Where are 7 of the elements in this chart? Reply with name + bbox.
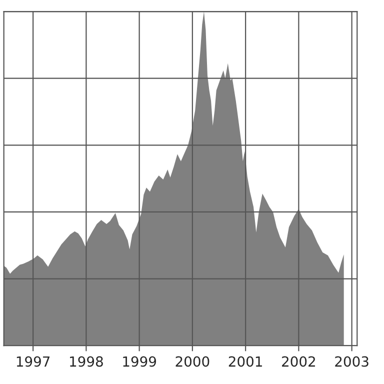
x-tick-label: 2000: [176, 356, 210, 367]
x-tick-label: 1997: [16, 356, 50, 367]
x-tick-label: 2002: [282, 356, 315, 367]
x-tick-label: 1998: [70, 356, 103, 367]
x-tick-label: 1999: [123, 356, 156, 367]
x-tick-label: 2003: [335, 356, 368, 367]
x-tick-label: 2001: [228, 356, 262, 367]
